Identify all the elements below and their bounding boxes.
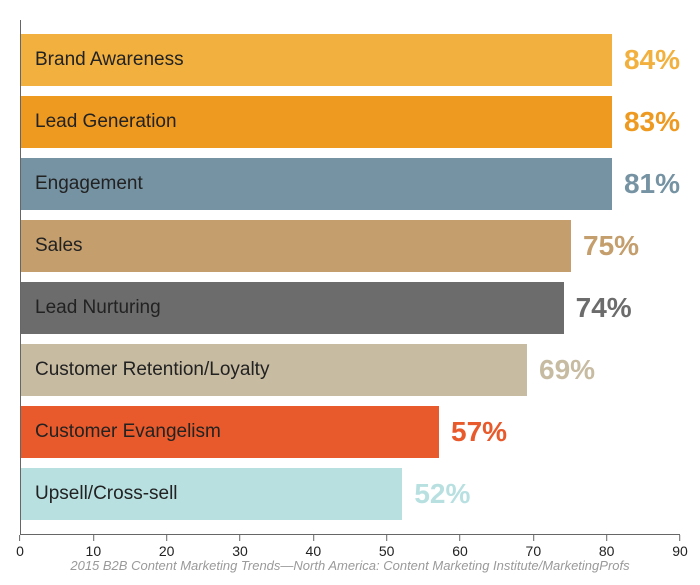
tick-mark — [19, 535, 20, 541]
tick-label: 80 — [599, 543, 615, 559]
bar-value: 52% — [414, 478, 470, 510]
bar-value: 57% — [451, 416, 507, 448]
tick-label: 0 — [16, 543, 24, 559]
bar-row: Lead Generation 83% — [21, 94, 680, 150]
bar: Engagement — [21, 158, 612, 210]
tick-mark — [166, 535, 167, 541]
bar: Upsell/Cross-sell — [21, 468, 402, 520]
bar-value: 75% — [583, 230, 639, 262]
x-tick: 10 — [86, 535, 102, 559]
tick-label: 20 — [159, 543, 175, 559]
bar-row: Customer Evangelism 57% — [21, 404, 680, 460]
bar-value: 69% — [539, 354, 595, 386]
bar-row: Upsell/Cross-sell 52% — [21, 466, 680, 522]
bar: Brand Awareness — [21, 34, 612, 86]
bar-label: Customer Evangelism — [35, 421, 221, 443]
bar-row: Sales 75% — [21, 218, 680, 274]
bar: Lead Nurturing — [21, 282, 564, 334]
bar-value: 74% — [576, 292, 632, 324]
x-tick: 70 — [526, 535, 542, 559]
plot-area: Brand Awareness 84% Lead Generation 83% Enga… — [20, 20, 680, 535]
bar-value: 83% — [624, 106, 680, 138]
bar-row: Lead Nurturing 74% — [21, 280, 680, 336]
tick-label: 50 — [379, 543, 395, 559]
tick-mark — [239, 535, 240, 541]
tick-label: 90 — [672, 543, 688, 559]
bar-label: Lead Generation — [35, 111, 177, 133]
tick-mark — [459, 535, 460, 541]
bar-row: Brand Awareness 84% — [21, 32, 680, 88]
x-tick: 60 — [452, 535, 468, 559]
x-tick: 0 — [16, 535, 24, 559]
tick-label: 60 — [452, 543, 468, 559]
tick-label: 70 — [526, 543, 542, 559]
x-tick: 90 — [672, 535, 688, 559]
tick-mark — [313, 535, 314, 541]
x-tick: 20 — [159, 535, 175, 559]
tick-mark — [386, 535, 387, 541]
bar-row: Engagement 81% — [21, 156, 680, 212]
tick-mark — [606, 535, 607, 541]
bar-value: 81% — [624, 168, 680, 200]
tick-label: 10 — [86, 543, 102, 559]
bar-label: Lead Nurturing — [35, 297, 161, 319]
tick-mark — [93, 535, 94, 541]
bar: Customer Retention/Loyalty — [21, 344, 527, 396]
tick-label: 40 — [306, 543, 322, 559]
source-caption: 2015 B2B Content Marketing Trends—North … — [0, 558, 700, 573]
bar-label: Customer Retention/Loyalty — [35, 359, 269, 381]
bar: Customer Evangelism — [21, 406, 439, 458]
x-tick: 30 — [232, 535, 248, 559]
bar-value: 84% — [624, 44, 680, 76]
chart-container: Brand Awareness 84% Lead Generation 83% Enga… — [20, 20, 680, 575]
x-tick: 40 — [306, 535, 322, 559]
tick-mark — [679, 535, 680, 541]
tick-label: 30 — [232, 543, 248, 559]
bar-label: Engagement — [35, 173, 143, 195]
bar-label: Brand Awareness — [35, 49, 184, 71]
x-tick: 80 — [599, 535, 615, 559]
x-tick: 50 — [379, 535, 395, 559]
bar-label: Upsell/Cross-sell — [35, 483, 178, 505]
bar: Lead Generation — [21, 96, 612, 148]
bar-row: Customer Retention/Loyalty 69% — [21, 342, 680, 398]
bar-label: Sales — [35, 235, 83, 257]
bar: Sales — [21, 220, 571, 272]
tick-mark — [533, 535, 534, 541]
